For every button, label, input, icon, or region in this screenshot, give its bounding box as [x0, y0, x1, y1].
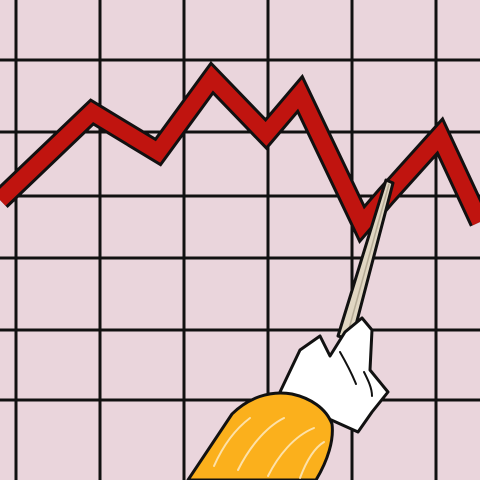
sleeve-highlight — [237, 417, 285, 471]
sleeve-highlight — [267, 427, 315, 477]
trend-line — [0, 60, 480, 244]
sleeve-highlight — [299, 441, 325, 479]
glove-crease — [363, 371, 373, 397]
pointer-stick-shading — [346, 183, 390, 337]
gloved-hand-icon — [186, 316, 390, 480]
glove-crease — [339, 351, 357, 385]
trend-line-fill — [0, 65, 480, 239]
sleeve-highlight — [213, 417, 251, 467]
